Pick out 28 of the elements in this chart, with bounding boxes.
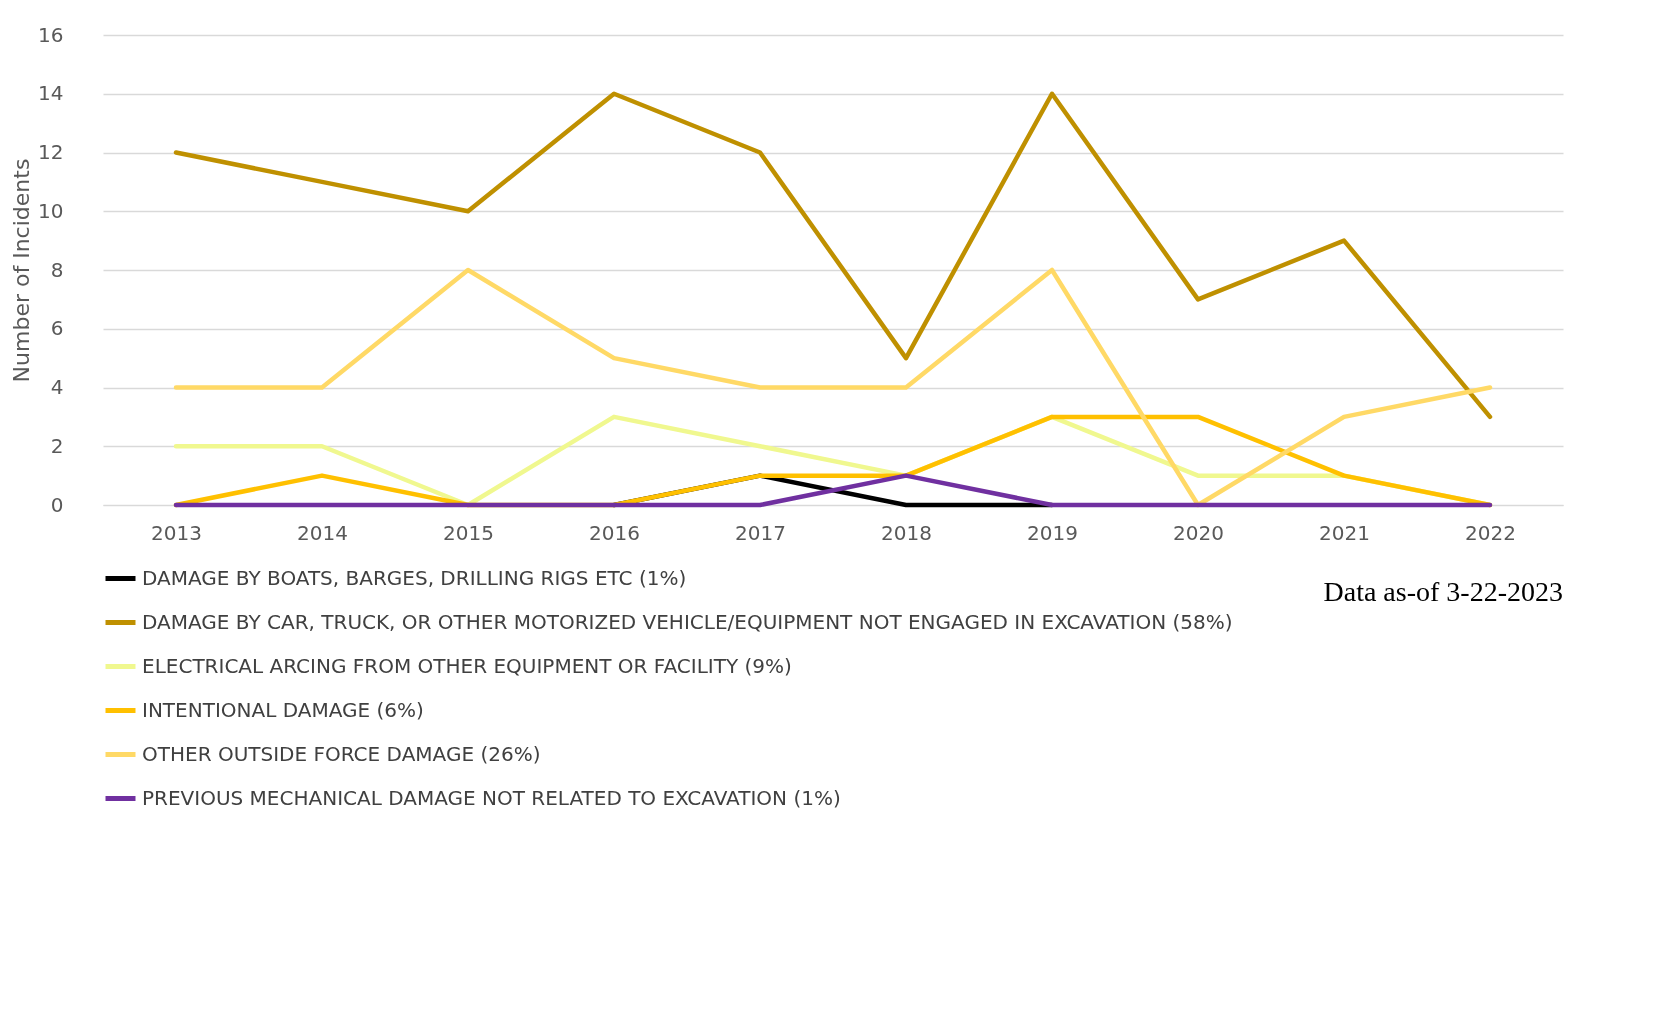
legend-label: OTHER OUTSIDE FORCE DAMAGE (26%): [142, 741, 541, 766]
y-tick-label: 0: [50, 492, 64, 517]
legend-label: DAMAGE BY BOATS, BARGES, DRILLING RIGS ETC (1%): [142, 565, 687, 590]
x-tick-label: 2018: [881, 520, 932, 545]
y-tick-label: 12: [38, 140, 64, 164]
y-tick-label: 16: [38, 22, 64, 47]
x-tick-label: 2019: [1027, 520, 1078, 545]
x-tick-label: 2015: [443, 520, 494, 545]
y-tick-label: 4: [50, 375, 64, 399]
y-tick-label: 8: [50, 257, 64, 282]
x-tick-label: 2022: [1465, 520, 1516, 545]
y-tick-label: 14: [38, 81, 64, 106]
y-tick-label: 2: [50, 433, 64, 458]
x-tick-label: 2016: [589, 520, 640, 545]
legend-label: ELECTRICAL ARCING FROM OTHER EQUIPMENT OR FACILITY (9%): [142, 653, 792, 678]
y-axis-title: Number of Incidents: [9, 158, 35, 383]
legend-label: DAMAGE BY CAR, TRUCK, OR OTHER MOTORIZED VEHICLE/EQUIPMENT NOT ENGAGED IN EXCAVATION (58%): [142, 609, 1233, 634]
x-tick-label: 2020: [1173, 520, 1224, 545]
x-tick-label: 2014: [297, 520, 348, 545]
y-tick-label: 10: [38, 198, 64, 223]
legend-label: PREVIOUS MECHANICAL DAMAGE NOT RELATED TO EXCAVATION (1%): [142, 785, 841, 810]
text: Data as-of 3-22-2023: [1323, 576, 1563, 607]
x-tick-label: 2021: [1319, 520, 1370, 545]
y-tick-label: 6: [50, 316, 64, 341]
line-series: [173, 91, 1493, 420]
x-tick-label: 2017: [735, 520, 786, 545]
legend-label: INTENTIONAL DAMAGE (6%): [142, 697, 424, 722]
x-tick-label: 2013: [151, 520, 202, 545]
